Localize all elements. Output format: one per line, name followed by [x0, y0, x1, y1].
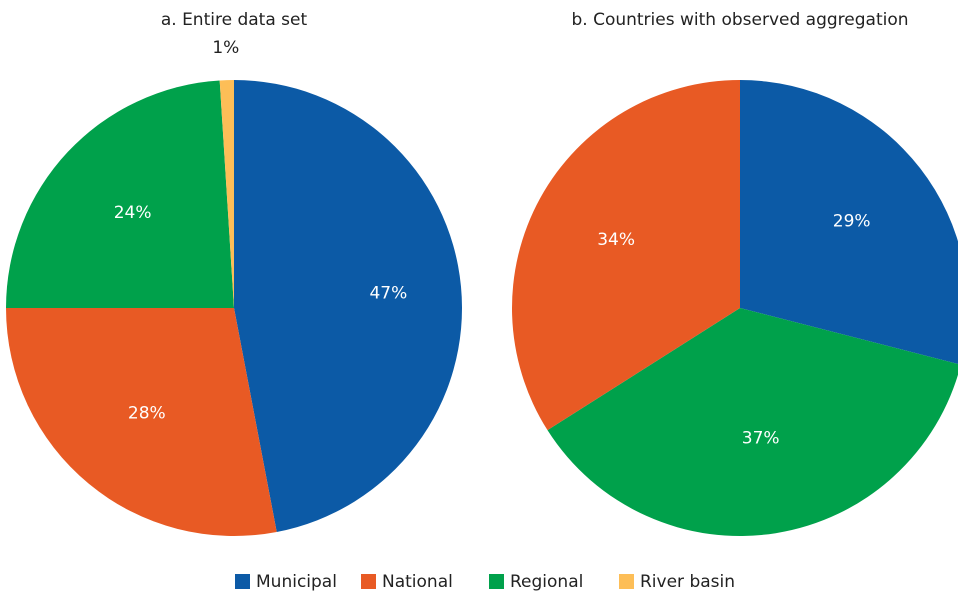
pie-chart-observed-aggregation: 29% 37% 34% [512, 80, 958, 536]
slice-label-regional: 37% [742, 429, 780, 449]
legend-swatch-river-basin [619, 574, 634, 589]
legend-label-regional: Regional [510, 572, 583, 592]
legend-swatch-national [361, 574, 376, 589]
slice-label-regional: 24% [114, 203, 152, 223]
slice-label-municipal: 29% [833, 211, 871, 231]
legend-swatch-regional [489, 574, 504, 589]
legend-label-municipal: Municipal [256, 572, 337, 592]
slice-label-national: 34% [597, 230, 635, 250]
chart-a-title: a. Entire data set [161, 10, 308, 30]
slice-label-municipal: 47% [369, 283, 407, 303]
pie-slice-municipal [234, 80, 462, 532]
pie-chart-entire-data-set: 47% 28% 24% 1% [6, 38, 462, 536]
legend-label-river-basin: River basin [640, 572, 735, 592]
legend-label-national: National [382, 572, 453, 592]
chart-b-title: b. Countries with observed aggregation [571, 10, 908, 30]
legend: Municipal National Regional River basin [235, 572, 735, 592]
slice-label-national: 28% [128, 403, 166, 423]
slice-label-river-basin: 1% [212, 38, 239, 58]
legend-swatch-municipal [235, 574, 250, 589]
pie-slice-regional [6, 80, 234, 308]
